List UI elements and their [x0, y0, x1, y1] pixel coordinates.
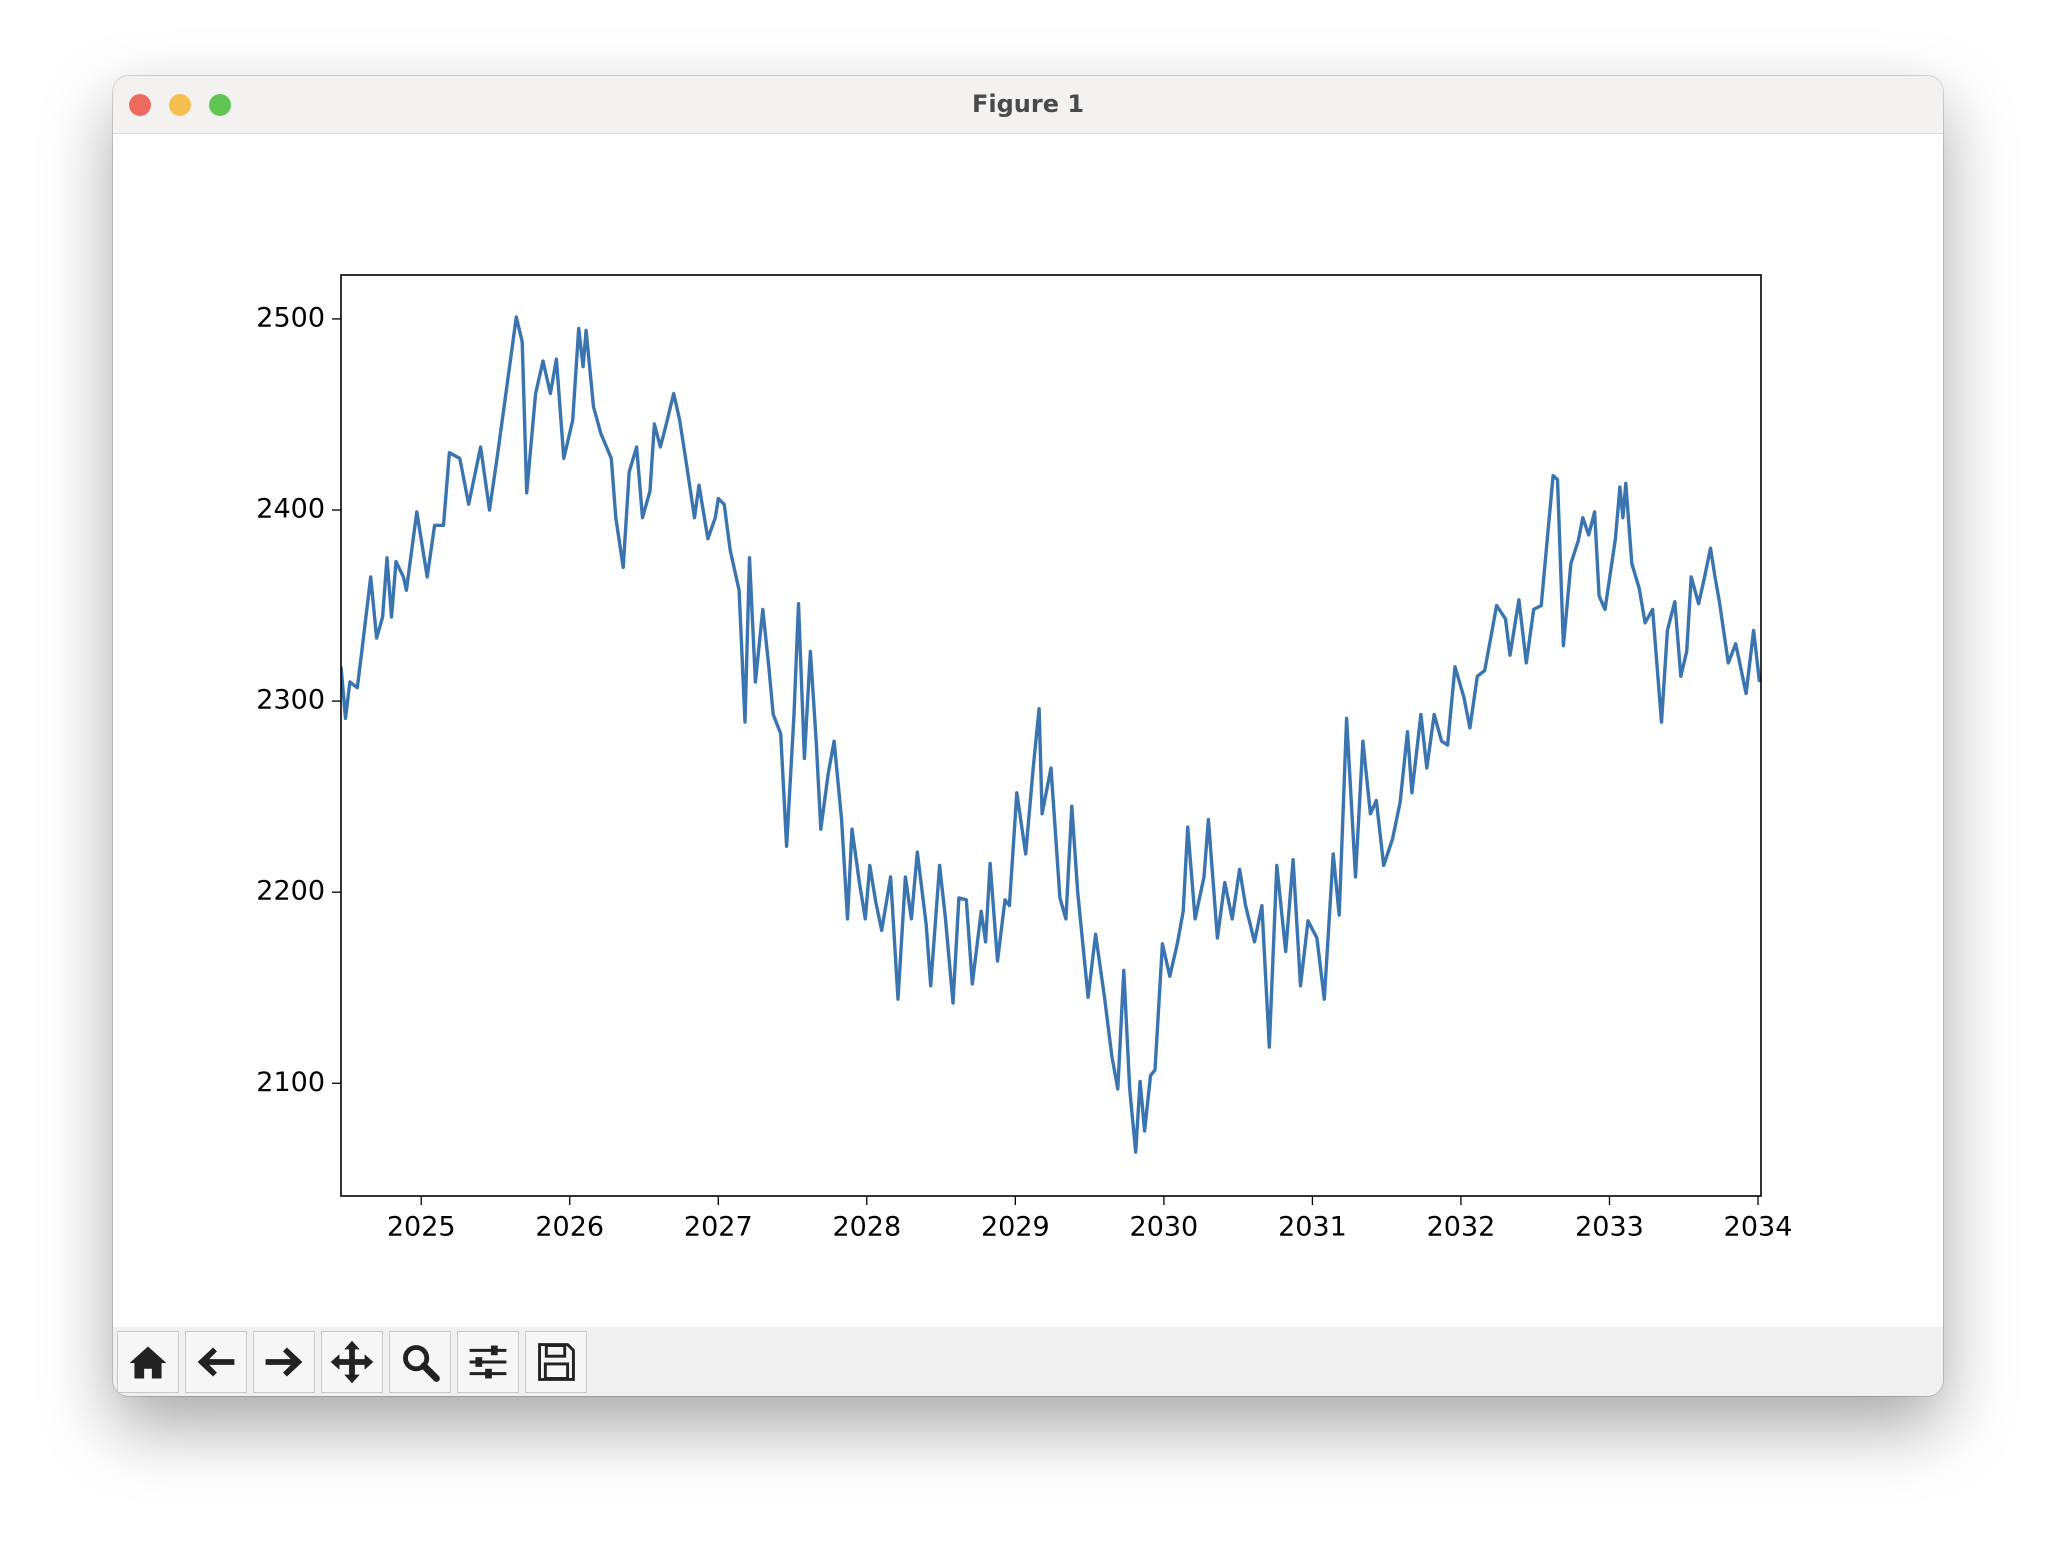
- y-tick-label: 2300: [256, 685, 325, 716]
- forward-button[interactable]: [253, 1331, 315, 1393]
- x-tick-label: 2031: [1278, 1212, 1347, 1243]
- y-tick-label: 2200: [256, 876, 325, 907]
- zoom-button[interactable]: [209, 94, 231, 116]
- x-tick-label: 2028: [832, 1212, 901, 1243]
- x-tick-label: 2032: [1427, 1212, 1496, 1243]
- x-tick-label: 2026: [535, 1212, 604, 1243]
- toolbar: [113, 1327, 1943, 1396]
- x-tick-label: 2029: [981, 1212, 1050, 1243]
- zoom-tool-button[interactable]: [389, 1331, 451, 1393]
- x-tick-label: 2027: [684, 1212, 753, 1243]
- back-button[interactable]: [185, 1331, 247, 1393]
- configure-button[interactable]: [457, 1331, 519, 1393]
- window-title: Figure 1: [971, 90, 1085, 118]
- minimize-button[interactable]: [169, 94, 191, 116]
- save-button[interactable]: [525, 1331, 587, 1393]
- data-line: [341, 315, 1761, 1154]
- close-button[interactable]: [129, 94, 151, 116]
- x-tick-label: 2034: [1724, 1212, 1793, 1243]
- pan-button[interactable]: [321, 1331, 383, 1393]
- home-button[interactable]: [117, 1331, 179, 1393]
- y-tick-label: 2400: [256, 494, 325, 525]
- axes-frame: [340, 274, 1762, 1197]
- y-tick-label: 2100: [256, 1067, 325, 1098]
- title-bar: Figure 1: [113, 76, 1943, 134]
- window: Figure 1: [113, 76, 1943, 1396]
- y-tick-label: 2500: [256, 302, 325, 333]
- x-tick-label: 2025: [387, 1212, 456, 1243]
- x-tick-label: 2033: [1575, 1212, 1644, 1243]
- x-tick-label: 2030: [1130, 1212, 1199, 1243]
